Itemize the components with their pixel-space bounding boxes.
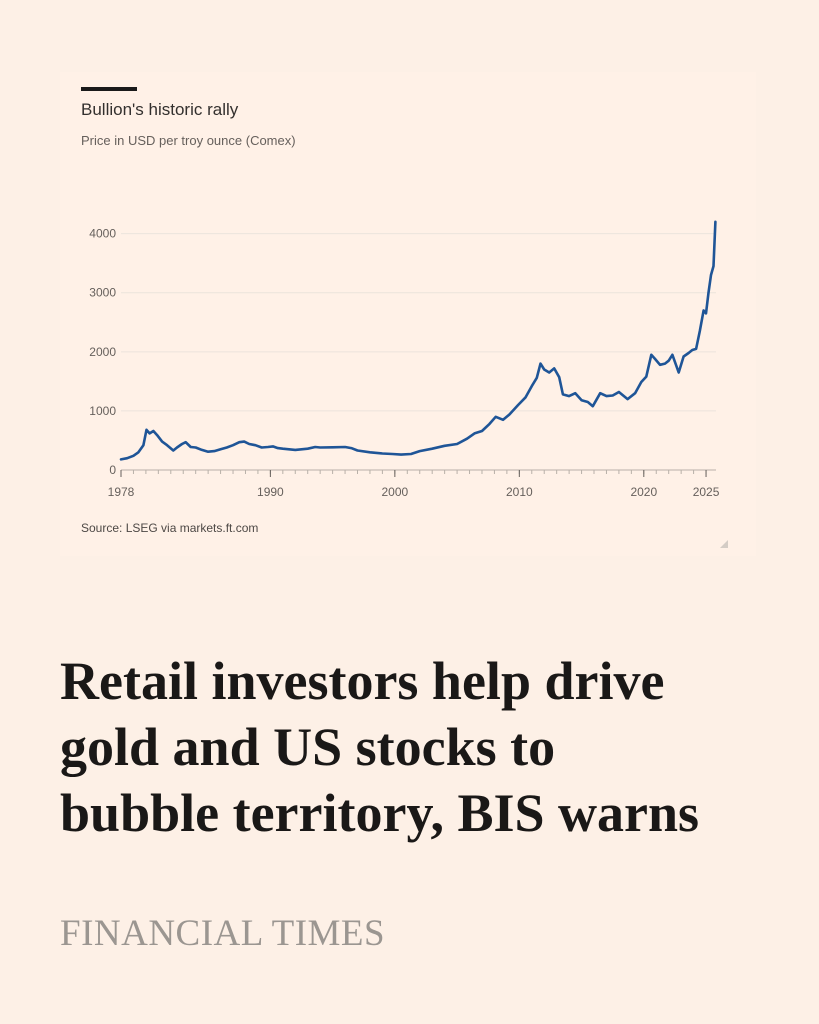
accent-bar: [81, 87, 137, 91]
y-tick-label: 2000: [89, 345, 116, 359]
chart-title: Bullion's historic rally: [81, 100, 239, 119]
y-tick-label: 3000: [89, 286, 116, 300]
resize-corner: [720, 540, 728, 548]
x-tick-label: 2000: [381, 485, 408, 499]
brand-logo: FINANCIAL TIMES: [60, 913, 386, 954]
x-tick-label: 2025: [693, 485, 720, 499]
series-line: [119, 220, 717, 461]
headline: Retail investors help drive gold and US …: [60, 648, 780, 846]
y-tick-label: 4000: [89, 227, 116, 241]
x-tick-label: 2010: [506, 485, 533, 499]
headline-line: Retail investors help drive: [60, 651, 665, 711]
x-tick-label: 1990: [257, 485, 284, 499]
source-note: Source: LSEG via markets.ft.com: [81, 521, 259, 535]
chart-card: Bullion's historic rally Price in USD pe…: [60, 72, 756, 556]
headline-line: bubble territory, BIS warns: [60, 783, 700, 843]
y-tick-label: 1000: [89, 404, 116, 418]
chart-subtitle: Price in USD per troy ounce (Comex): [81, 133, 296, 148]
headline-line: gold and US stocks to: [60, 717, 556, 777]
x-tick-label: 2020: [630, 485, 657, 499]
x-tick-label: 1978: [108, 485, 135, 499]
y-tick-label: 0: [109, 463, 116, 477]
gold-price-chart: 0 1000 2000 3000 4000 1978 1990 2000 2010 2020 202…: [89, 220, 720, 499]
